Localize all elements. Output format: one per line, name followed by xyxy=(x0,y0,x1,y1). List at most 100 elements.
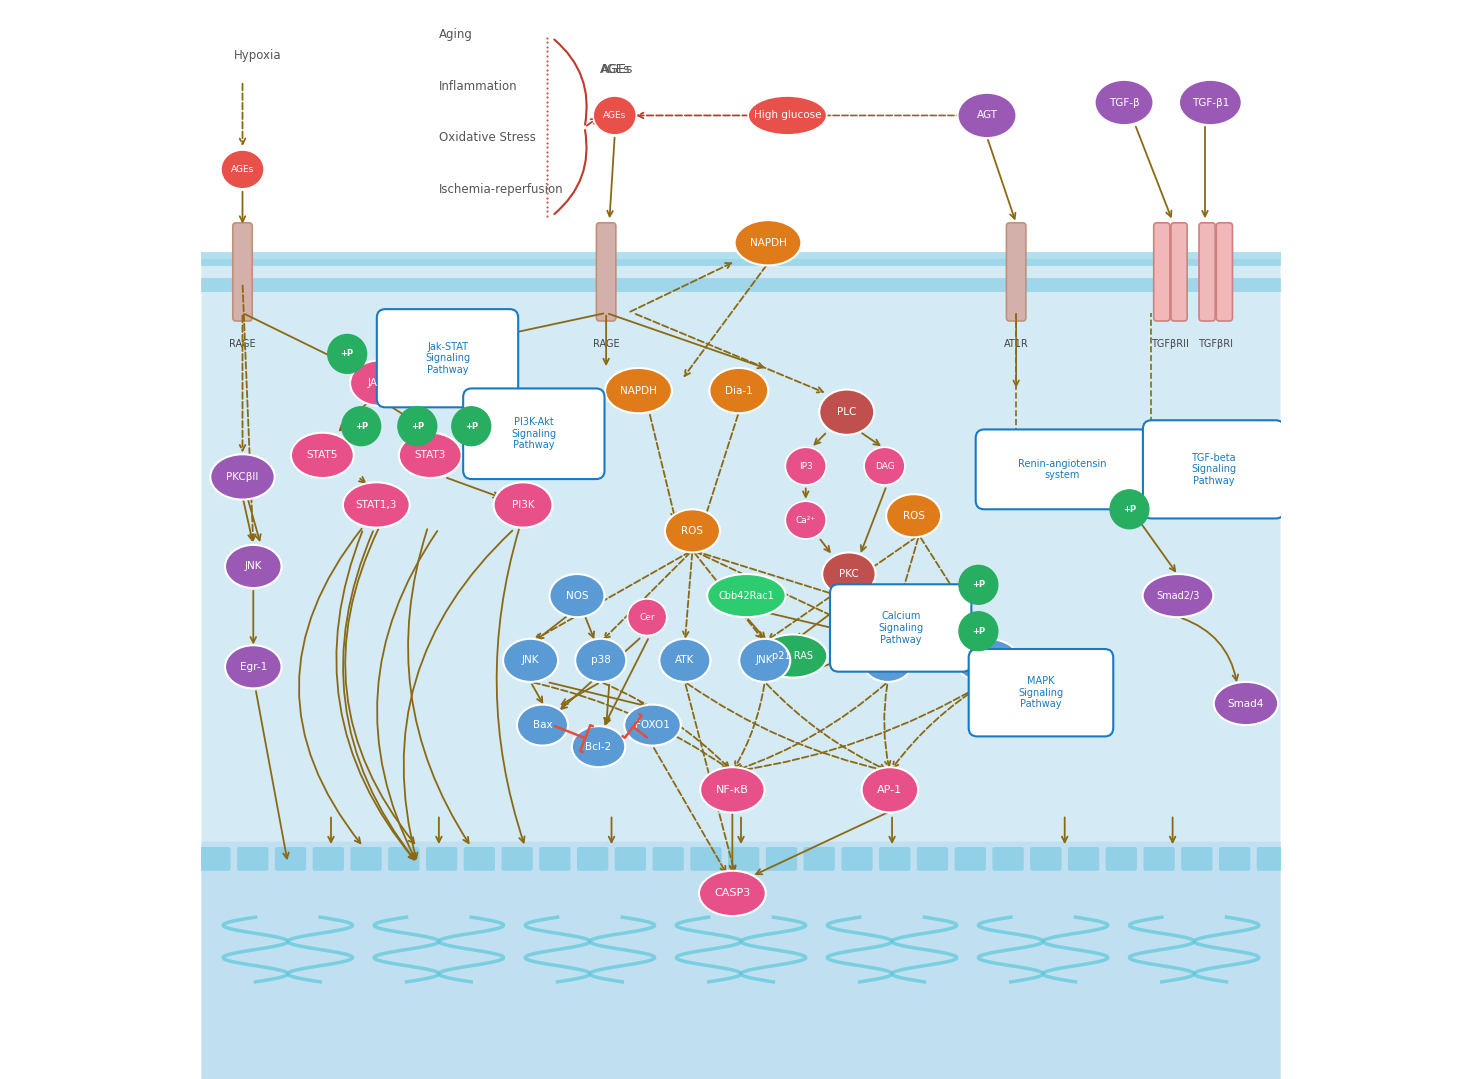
FancyBboxPatch shape xyxy=(202,259,1280,1079)
Text: Ischemia-reperfusion: Ischemia-reperfusion xyxy=(439,183,563,196)
Ellipse shape xyxy=(605,368,671,413)
Text: ROS: ROS xyxy=(903,510,925,521)
FancyBboxPatch shape xyxy=(652,847,683,871)
Text: PI3K-Akt
Signaling
Pathway: PI3K-Akt Signaling Pathway xyxy=(511,418,556,450)
Text: ATK: ATK xyxy=(676,655,695,666)
Ellipse shape xyxy=(665,509,720,552)
Text: +P: +P xyxy=(972,581,986,589)
Circle shape xyxy=(1110,490,1149,529)
Text: TGF-β: TGF-β xyxy=(1109,97,1140,108)
FancyBboxPatch shape xyxy=(1181,847,1212,871)
Text: PLC: PLC xyxy=(837,407,857,418)
Ellipse shape xyxy=(225,545,282,588)
Ellipse shape xyxy=(823,552,876,596)
Text: Cer: Cer xyxy=(639,613,655,622)
Text: +P: +P xyxy=(1123,505,1137,514)
Text: Ca²⁺: Ca²⁺ xyxy=(796,516,815,524)
FancyBboxPatch shape xyxy=(1257,847,1288,871)
Text: STAT1,3: STAT1,3 xyxy=(356,500,397,510)
FancyBboxPatch shape xyxy=(1030,847,1061,871)
Text: Inflammation: Inflammation xyxy=(439,80,517,93)
Text: AGEs: AGEs xyxy=(231,165,253,174)
Circle shape xyxy=(328,334,366,373)
Ellipse shape xyxy=(575,639,627,682)
Ellipse shape xyxy=(350,360,409,406)
FancyBboxPatch shape xyxy=(237,847,268,871)
Text: Aging: Aging xyxy=(439,28,473,41)
FancyBboxPatch shape xyxy=(1006,223,1026,322)
FancyBboxPatch shape xyxy=(1153,223,1169,322)
Ellipse shape xyxy=(517,705,568,746)
Text: +P: +P xyxy=(411,422,424,431)
Text: Calcium
Signaling
Pathway: Calcium Signaling Pathway xyxy=(879,612,923,644)
Ellipse shape xyxy=(290,433,354,478)
FancyBboxPatch shape xyxy=(842,847,873,871)
Ellipse shape xyxy=(221,150,264,189)
Ellipse shape xyxy=(502,639,559,682)
Text: Cbb42Rac1: Cbb42Rac1 xyxy=(719,590,774,601)
Text: NAPDH: NAPDH xyxy=(750,237,787,248)
FancyBboxPatch shape xyxy=(1171,223,1187,322)
Ellipse shape xyxy=(1180,80,1242,125)
Text: Egr-1: Egr-1 xyxy=(240,661,267,672)
Ellipse shape xyxy=(494,482,553,528)
Text: MAPK
Signaling
Pathway: MAPK Signaling Pathway xyxy=(1018,677,1064,709)
Ellipse shape xyxy=(627,599,667,636)
Text: AT1R: AT1R xyxy=(1003,339,1029,350)
Text: PI3K: PI3K xyxy=(511,500,535,510)
FancyBboxPatch shape xyxy=(1143,421,1285,519)
FancyBboxPatch shape xyxy=(233,223,252,322)
Text: JNK: JNK xyxy=(522,655,539,666)
Ellipse shape xyxy=(957,93,1017,138)
Text: AP-1: AP-1 xyxy=(877,784,903,795)
Ellipse shape xyxy=(759,634,827,678)
Text: PKCβII: PKCβII xyxy=(227,472,259,482)
FancyBboxPatch shape xyxy=(200,847,231,871)
Ellipse shape xyxy=(707,574,785,617)
FancyBboxPatch shape xyxy=(596,223,617,322)
Circle shape xyxy=(397,407,437,446)
Ellipse shape xyxy=(861,767,919,812)
Text: TGF-beta
Signaling
Pathway: TGF-beta Signaling Pathway xyxy=(1192,453,1236,486)
Circle shape xyxy=(342,407,381,446)
Text: p38: p38 xyxy=(591,655,611,666)
FancyBboxPatch shape xyxy=(691,847,722,871)
FancyBboxPatch shape xyxy=(1220,847,1251,871)
Ellipse shape xyxy=(735,220,802,265)
Text: IP3: IP3 xyxy=(799,462,812,470)
Text: Bcl-2: Bcl-2 xyxy=(585,741,612,752)
Ellipse shape xyxy=(593,96,636,135)
FancyBboxPatch shape xyxy=(917,847,948,871)
Ellipse shape xyxy=(700,767,765,812)
FancyBboxPatch shape xyxy=(501,847,532,871)
Text: PKC: PKC xyxy=(839,569,858,579)
FancyBboxPatch shape xyxy=(969,648,1113,736)
Ellipse shape xyxy=(740,639,790,682)
FancyBboxPatch shape xyxy=(425,847,458,871)
FancyBboxPatch shape xyxy=(539,847,571,871)
Text: p21 RAS: p21 RAS xyxy=(772,651,814,661)
Circle shape xyxy=(959,565,997,604)
FancyBboxPatch shape xyxy=(766,847,797,871)
FancyBboxPatch shape xyxy=(1217,223,1233,322)
Circle shape xyxy=(959,612,997,651)
FancyBboxPatch shape xyxy=(975,429,1150,509)
FancyBboxPatch shape xyxy=(954,847,986,871)
Ellipse shape xyxy=(785,501,825,540)
Ellipse shape xyxy=(1095,80,1153,125)
Text: Hypoxia: Hypoxia xyxy=(234,50,282,63)
Ellipse shape xyxy=(954,639,1020,682)
Text: FOXO1: FOXO1 xyxy=(636,720,670,730)
Text: TGFβRI: TGFβRI xyxy=(1199,339,1233,350)
Circle shape xyxy=(452,407,491,446)
FancyBboxPatch shape xyxy=(1106,847,1137,871)
Text: DAG: DAG xyxy=(874,462,894,470)
Ellipse shape xyxy=(399,433,462,478)
FancyBboxPatch shape xyxy=(830,585,971,671)
FancyBboxPatch shape xyxy=(728,847,759,871)
Ellipse shape xyxy=(342,482,409,528)
Ellipse shape xyxy=(710,368,768,413)
Text: NOS: NOS xyxy=(566,590,588,601)
FancyBboxPatch shape xyxy=(202,842,1280,1079)
Text: +P: +P xyxy=(972,627,986,636)
